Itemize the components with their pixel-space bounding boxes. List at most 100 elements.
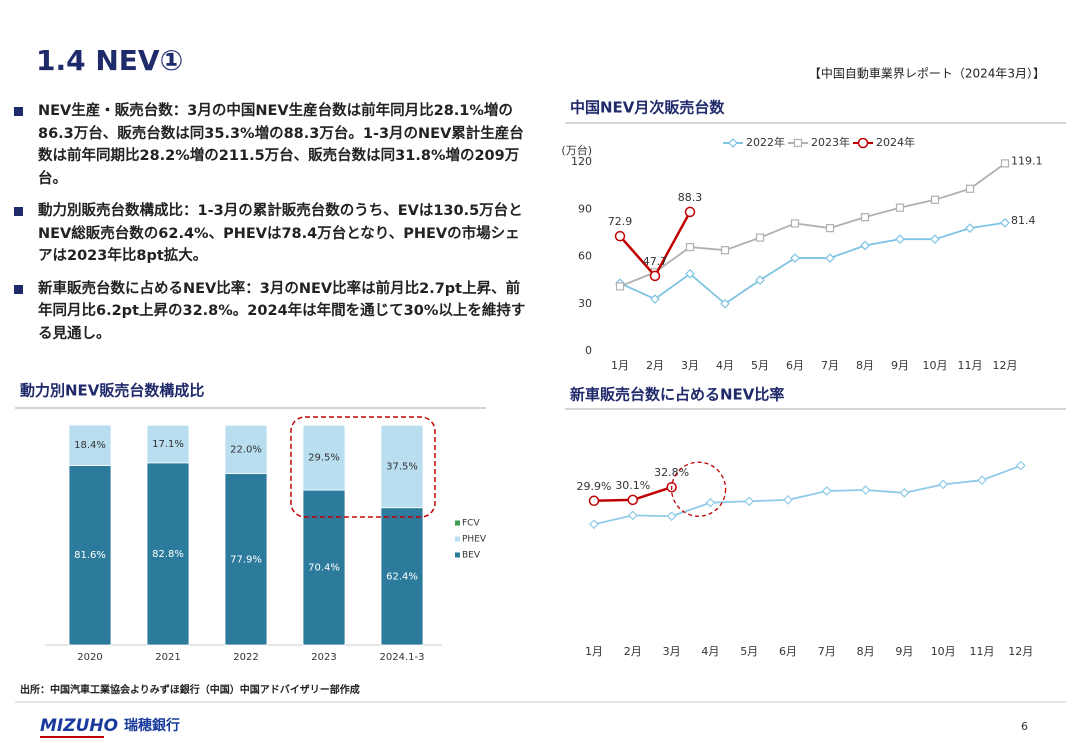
marker xyxy=(744,496,755,507)
x-tick-label: 2023 xyxy=(311,652,336,663)
x-tick-label: 2021 xyxy=(155,652,180,663)
y-tick-label: 0 xyxy=(585,344,592,357)
marker xyxy=(1000,159,1010,168)
legend-swatch xyxy=(455,552,460,558)
marker xyxy=(685,268,695,279)
data-label: 70.4% xyxy=(308,563,340,574)
x-tick-label: 2020 xyxy=(77,652,102,663)
x-tick-label: 5月 xyxy=(751,359,769,372)
data-label: 37.5% xyxy=(386,461,418,472)
marker xyxy=(895,234,905,245)
marker xyxy=(965,184,975,193)
legend-label: 2022年 xyxy=(746,135,785,149)
marker xyxy=(899,487,910,498)
x-tick-label: 7月 xyxy=(821,359,839,372)
data-label: 22.0% xyxy=(230,444,262,455)
x-tick-label: 3月 xyxy=(663,645,681,658)
legend-label: 2023年 xyxy=(811,135,850,149)
x-tick-label: 2022 xyxy=(233,652,258,663)
x-tick-label: 10月 xyxy=(931,645,956,658)
x-tick-label: 1月 xyxy=(585,645,603,658)
bar-segment xyxy=(146,462,190,646)
marker xyxy=(705,497,716,508)
report-name: 【中国自動車業界レポート（2024年3月）】 xyxy=(809,66,1045,81)
marker xyxy=(930,234,940,245)
marker xyxy=(614,230,626,242)
source-note: 出所：中国汽車工業協会よりみずほ銀行（中国）中国アドバイザリー部作成 xyxy=(20,683,360,696)
bank-name: 瑞穂銀行 xyxy=(124,717,180,734)
x-tick-label: 6月 xyxy=(786,359,804,372)
marker xyxy=(684,206,696,218)
marker xyxy=(965,223,975,233)
marker xyxy=(728,138,738,148)
y-tick-label: 120 xyxy=(571,155,592,168)
bar-segment xyxy=(146,424,190,464)
y-tick-label: 60 xyxy=(578,250,592,263)
x-tick-label: 2024.1-3 xyxy=(380,652,425,663)
x-tick-label: 4月 xyxy=(701,645,719,658)
bar-segment xyxy=(68,424,112,466)
data-label: 29.5% xyxy=(308,453,340,464)
legend-label: 2024年 xyxy=(876,135,915,149)
marker xyxy=(755,233,765,242)
marker xyxy=(627,494,639,506)
marker xyxy=(938,479,949,490)
marker xyxy=(627,510,638,521)
marker xyxy=(790,219,800,228)
marker xyxy=(860,213,870,222)
x-tick-label: 11月 xyxy=(970,645,995,658)
bar-segment xyxy=(68,465,112,646)
logo: MIZUHO xyxy=(40,716,118,736)
bar-segment xyxy=(302,489,346,646)
bar-segment xyxy=(380,507,424,646)
legend-label: PHEV xyxy=(462,535,487,545)
marker xyxy=(857,137,869,149)
highlight-box xyxy=(290,416,436,518)
x-tick-label: 3月 xyxy=(681,359,699,372)
data-label: 88.3 xyxy=(678,191,703,204)
chart-title: 新車販売台数に占めるNEV比率 xyxy=(570,386,784,404)
marker xyxy=(895,203,905,212)
y-tick-label: 90 xyxy=(578,202,592,215)
data-label: 72.9 xyxy=(608,215,633,228)
x-tick-label: 6月 xyxy=(779,645,797,658)
x-tick-label: 9月 xyxy=(895,645,913,658)
data-label: 47.7 xyxy=(643,255,668,268)
marker xyxy=(720,298,730,309)
data-label: 82.8% xyxy=(152,549,184,560)
legend-swatch xyxy=(455,536,460,542)
series-line xyxy=(593,464,1022,526)
data-label: 32.8% xyxy=(654,466,689,479)
x-tick-label: 7月 xyxy=(818,645,836,658)
marker xyxy=(755,275,765,285)
slide-title: 1.4 NEV① xyxy=(36,44,183,77)
marker xyxy=(589,519,599,530)
marker xyxy=(977,475,987,486)
marker xyxy=(930,195,940,204)
marker xyxy=(825,224,835,233)
data-label: 81.6% xyxy=(74,550,106,561)
x-tick-label: 8月 xyxy=(857,645,875,658)
y-axis-label: (万台) xyxy=(561,143,592,157)
marker xyxy=(825,253,835,263)
marker xyxy=(821,486,832,496)
marker xyxy=(685,242,695,252)
bullet: 新車販売台数に占めるNEV比率：3月のNEV比率は前月比2.7pt上昇、前年同月… xyxy=(14,278,534,346)
bullet-list: NEV生産・販売台数：3月の中国NEV生産台数は前年同月比28.1%増の86.3… xyxy=(14,100,534,355)
data-label: 119.1 xyxy=(1011,154,1043,167)
x-tick-label: 10月 xyxy=(923,359,948,372)
y-tick-label: 30 xyxy=(578,297,592,310)
marker xyxy=(1000,217,1010,228)
x-tick-label: 8月 xyxy=(856,359,874,372)
data-label: 18.4% xyxy=(74,440,106,451)
data-label: 30.1% xyxy=(615,479,650,492)
bar-segment xyxy=(380,424,424,509)
legend-label: FCV xyxy=(462,519,480,529)
legend-label: BEV xyxy=(462,551,481,561)
bullet: 動力別販売台数構成比：1-3月の累計販売台数のうち、EVは130.5万台とNEV… xyxy=(14,200,534,268)
bar-segment xyxy=(224,473,268,646)
series-line xyxy=(619,221,1006,305)
page-number: 6 xyxy=(1021,720,1028,733)
series-line xyxy=(619,162,1006,288)
